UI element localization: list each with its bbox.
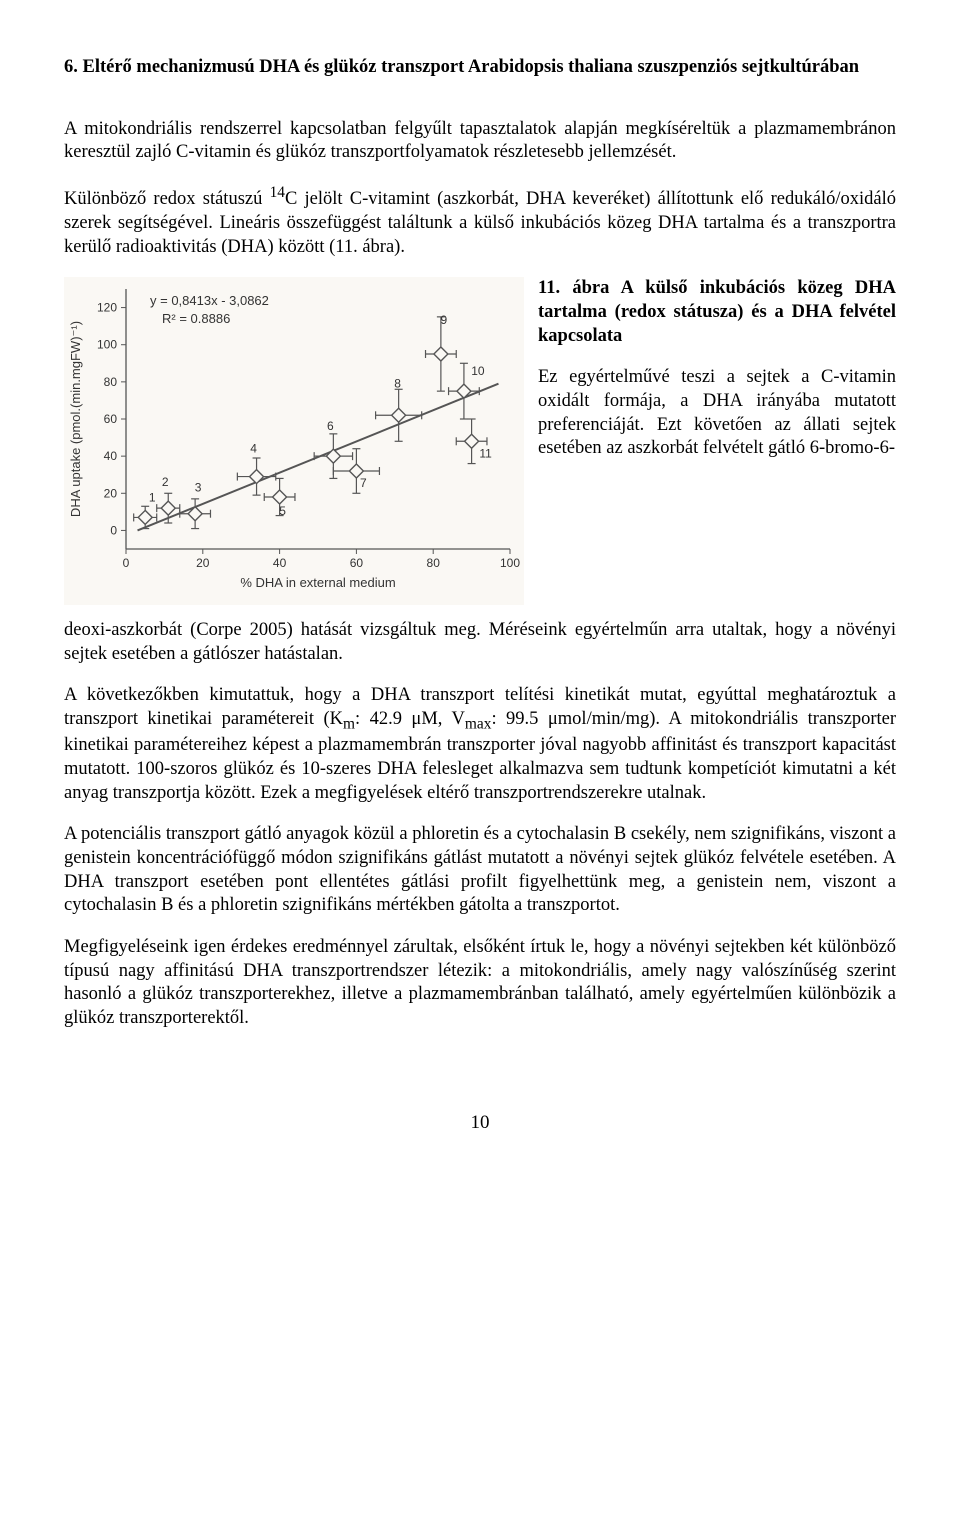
- figure-row: 0 20 40 60 80 100 0 20 40 60 80 100 120 % DHA in exte…: [64, 277, 896, 605]
- svg-text:100: 100: [500, 556, 520, 570]
- subscript: max: [465, 716, 492, 733]
- paragraph: A mitokondriális rendszerrel kapcsolatba…: [64, 118, 896, 165]
- text: Különböző redox státuszú: [64, 189, 270, 209]
- paragraph: Különböző redox státuszú 14C jelölt C-vi…: [64, 183, 896, 259]
- svg-text:80: 80: [104, 375, 118, 389]
- svg-text:2: 2: [162, 475, 169, 489]
- svg-text:0: 0: [110, 524, 117, 538]
- svg-text:DHA uptake (pmol.(min.mgFW)⁻¹): DHA uptake (pmol.(min.mgFW)⁻¹): [68, 321, 83, 517]
- svg-text:4: 4: [250, 442, 257, 456]
- svg-text:6: 6: [327, 419, 334, 433]
- svg-text:11: 11: [479, 446, 492, 460]
- svg-text:80: 80: [427, 556, 441, 570]
- svg-text:1: 1: [149, 491, 156, 505]
- subscript: m: [343, 716, 355, 733]
- superscript: 14: [270, 184, 285, 201]
- svg-text:40: 40: [273, 556, 287, 570]
- figure-11-caption: 11. ábra A külső inkubációs közeg DHA ta…: [538, 277, 896, 605]
- paragraph: A következőkben kimutattuk, hogy a DHA t…: [64, 684, 896, 805]
- svg-text:120: 120: [97, 301, 117, 315]
- svg-text:20: 20: [104, 486, 118, 500]
- svg-text:3: 3: [195, 481, 202, 495]
- svg-text:60: 60: [104, 412, 118, 426]
- svg-text:R² = 0.8886: R² = 0.8886: [162, 311, 230, 326]
- svg-text:10: 10: [471, 364, 485, 378]
- figure-caption-title: 11. ábra A külső inkubációs közeg DHA ta…: [538, 277, 896, 348]
- figure-caption-body: Ez egyértelművé teszi a sejtek a C-vitam…: [538, 366, 896, 461]
- figure-11-chart: 0 20 40 60 80 100 0 20 40 60 80 100 120 % DHA in exte…: [64, 277, 524, 605]
- svg-text:% DHA in external medium: % DHA in external medium: [240, 575, 395, 590]
- svg-text:7: 7: [360, 476, 367, 490]
- svg-text:5: 5: [279, 504, 286, 518]
- svg-text:60: 60: [350, 556, 364, 570]
- svg-text:0: 0: [123, 556, 130, 570]
- svg-text:9: 9: [441, 313, 448, 327]
- svg-text:8: 8: [394, 376, 401, 390]
- svg-text:20: 20: [196, 556, 210, 570]
- svg-text:100: 100: [97, 338, 117, 352]
- section-heading: 6. Eltérő mechanizmusú DHA és glükóz tra…: [64, 56, 896, 80]
- svg-text:40: 40: [104, 449, 118, 463]
- paragraph: A potenciális transzport gátló anyagok k…: [64, 823, 896, 918]
- text: : 42.9 μM, V: [355, 709, 465, 729]
- paragraph: Megfigyeléseink igen érdekes eredménnyel…: [64, 936, 896, 1031]
- page-number: 10: [64, 1111, 896, 1135]
- paragraph: deoxi-aszkorbát (Corpe 2005) hatását viz…: [64, 619, 896, 666]
- svg-text:y = 0,8413x - 3,0862: y = 0,8413x - 3,0862: [150, 293, 269, 308]
